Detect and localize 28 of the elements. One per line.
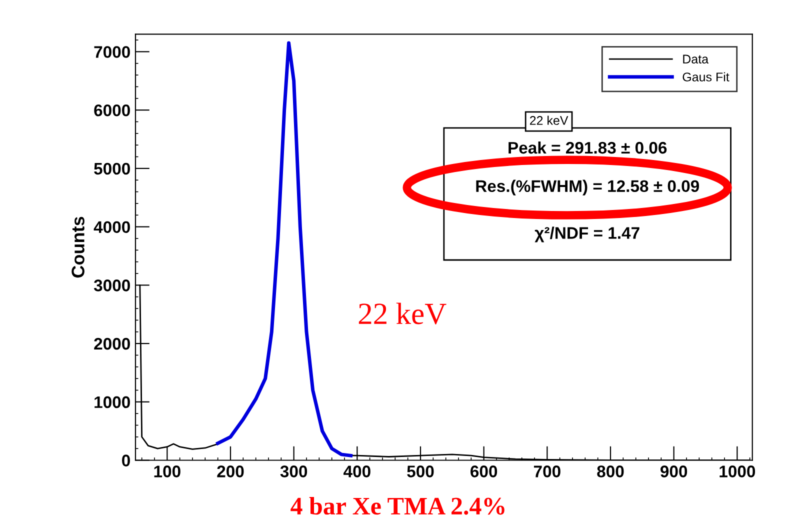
x-tick-label: 600 bbox=[470, 466, 498, 478]
x-tick-label: 700 bbox=[534, 466, 560, 478]
annotation: 22 keV bbox=[530, 116, 568, 125]
y-tick-label: 1000 bbox=[94, 396, 130, 408]
x-tick-label: 900 bbox=[660, 466, 688, 478]
text: 4 bar Xe TMA 2.4% bbox=[290, 497, 504, 515]
x-tick-label: 200 bbox=[217, 466, 244, 478]
x-tick-label: 500 bbox=[407, 466, 434, 478]
y-tick-label: 6000 bbox=[94, 104, 130, 116]
y-axis-title: Counts bbox=[72, 216, 84, 278]
x-tick-label: 300 bbox=[280, 466, 308, 478]
y-tick-label: 2000 bbox=[94, 338, 130, 350]
line-series bbox=[216, 41, 353, 458]
x-tick-label: 400 bbox=[344, 466, 370, 478]
y-tick-label: 4000 bbox=[94, 221, 130, 233]
y-tick-label: 0 bbox=[122, 454, 130, 466]
legend-label: Gaus Fit bbox=[682, 72, 730, 82]
annotation: 22 keV bbox=[358, 302, 446, 324]
y-tick-label: 5000 bbox=[94, 162, 130, 175]
x-tick-label: 1000 bbox=[720, 466, 756, 478]
annotation: Res.(%FWHM) = 12.58 ± 0.09 bbox=[476, 180, 699, 196]
y-tick-label: 3000 bbox=[94, 280, 130, 292]
legend-label: Data bbox=[683, 54, 709, 64]
annotation: χ²/NDF = 1.47 bbox=[534, 226, 640, 242]
x-tick-label: 800 bbox=[597, 466, 624, 478]
y-tick-label: 7000 bbox=[94, 46, 130, 58]
x-tick-label: 100 bbox=[154, 466, 180, 478]
annotation: Peak = 291.83 ± 0.06 bbox=[508, 141, 667, 154]
